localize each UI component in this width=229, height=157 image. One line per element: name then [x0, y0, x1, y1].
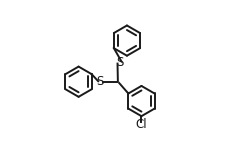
Text: S: S — [96, 75, 104, 88]
Text: S: S — [115, 57, 123, 69]
Text: Cl: Cl — [135, 117, 147, 130]
